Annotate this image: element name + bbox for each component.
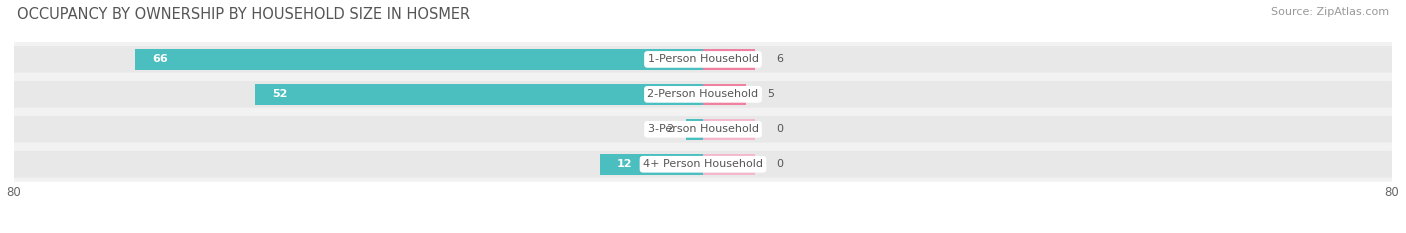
Bar (703, 119, 755, 140)
FancyBboxPatch shape (14, 42, 1392, 77)
Text: 12: 12 (617, 159, 633, 169)
Legend: Owner-occupied, Renter-occupied: Owner-occupied, Renter-occupied (579, 230, 827, 233)
Bar (703, 84, 747, 105)
FancyBboxPatch shape (14, 151, 1392, 178)
Text: 66: 66 (152, 55, 167, 64)
Bar (686, 119, 703, 140)
FancyBboxPatch shape (14, 46, 1392, 73)
Text: 1-Person Household: 1-Person Household (648, 55, 758, 64)
Text: 5: 5 (768, 89, 775, 99)
FancyBboxPatch shape (14, 77, 1392, 112)
FancyBboxPatch shape (14, 147, 1392, 182)
Bar (599, 154, 703, 175)
Text: 3-Person Household: 3-Person Household (648, 124, 758, 134)
Bar (256, 84, 703, 105)
Text: Source: ZipAtlas.com: Source: ZipAtlas.com (1271, 7, 1389, 17)
FancyBboxPatch shape (14, 112, 1392, 147)
Text: 0: 0 (776, 159, 783, 169)
Bar (703, 154, 755, 175)
Text: 52: 52 (273, 89, 288, 99)
Text: 4+ Person Household: 4+ Person Household (643, 159, 763, 169)
Bar (703, 49, 755, 70)
Bar (135, 49, 703, 70)
Text: 2-Person Household: 2-Person Household (647, 89, 759, 99)
FancyBboxPatch shape (14, 116, 1392, 143)
FancyBboxPatch shape (14, 81, 1392, 108)
Text: 0: 0 (776, 124, 783, 134)
Text: 6: 6 (776, 55, 783, 64)
Text: 2: 2 (665, 124, 673, 134)
Text: OCCUPANCY BY OWNERSHIP BY HOUSEHOLD SIZE IN HOSMER: OCCUPANCY BY OWNERSHIP BY HOUSEHOLD SIZE… (17, 7, 470, 22)
